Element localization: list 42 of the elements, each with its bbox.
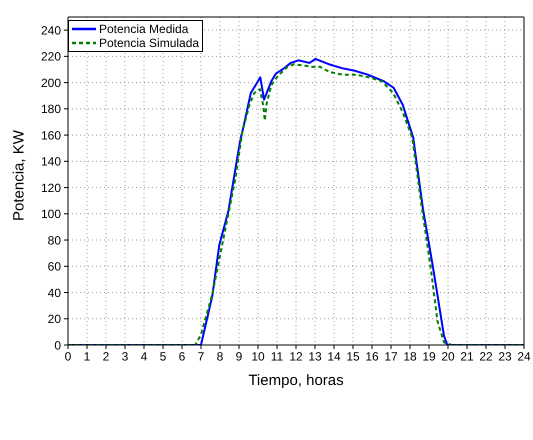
x-tick-label: 16 (365, 350, 379, 364)
x-tick-label: 12 (289, 350, 303, 364)
x-tick-label: 2 (102, 350, 110, 364)
x-tick-label: 9 (236, 350, 243, 364)
x-tick-label: 14 (327, 350, 341, 364)
x-tick-label: 7 (198, 350, 205, 364)
y-tick-label: 120 (40, 180, 62, 195)
y-tick-label: 220 (40, 50, 62, 64)
legend-label: Potencia Medida (99, 22, 188, 36)
y-tick-label: 140 (40, 154, 62, 169)
x-tick-label: 3 (122, 350, 129, 364)
x-tick-label: 19 (422, 350, 436, 364)
x-tick-label: 1 (84, 350, 91, 364)
x-tick-label: 0 (64, 350, 72, 364)
x-tick-label: 10 (251, 350, 265, 364)
y-tick-label: 20 (48, 312, 62, 326)
x-tick-label: 22 (479, 350, 493, 364)
y-tick-label: 100 (40, 207, 62, 222)
x-tick-label: 15 (346, 350, 360, 364)
x-tick-label: 18 (403, 350, 417, 364)
x-tick-label: 13 (308, 350, 322, 364)
x-axis-title: Tiempo, horas (248, 372, 344, 389)
y-tick-label: 60 (48, 260, 62, 274)
y-tick-label: 40 (48, 286, 62, 300)
y-tick-label: 80 (48, 233, 62, 248)
x-tick-label: 21 (460, 350, 474, 364)
y-tick-label: 200 (40, 76, 62, 90)
x-tick-label: 20 (441, 350, 455, 364)
x-tick-label: 11 (270, 350, 284, 364)
x-tick-label: 17 (384, 350, 398, 364)
y-tick-label: 240 (40, 23, 62, 38)
y-tick-label: 160 (40, 128, 62, 142)
y-tick-label: 180 (40, 102, 62, 116)
legend-label: Potencia Simulada (99, 36, 200, 50)
x-tick-label: 4 (140, 350, 148, 364)
x-tick-label: 8 (216, 350, 224, 364)
y-tick-label: 0 (54, 338, 62, 352)
x-tick-label: 6 (178, 350, 186, 364)
x-tick-label: 5 (160, 350, 167, 364)
x-tick-label: 23 (498, 350, 512, 364)
x-tick-label: 24 (517, 350, 531, 364)
y-axis-title: Potencia, KW (10, 129, 28, 221)
